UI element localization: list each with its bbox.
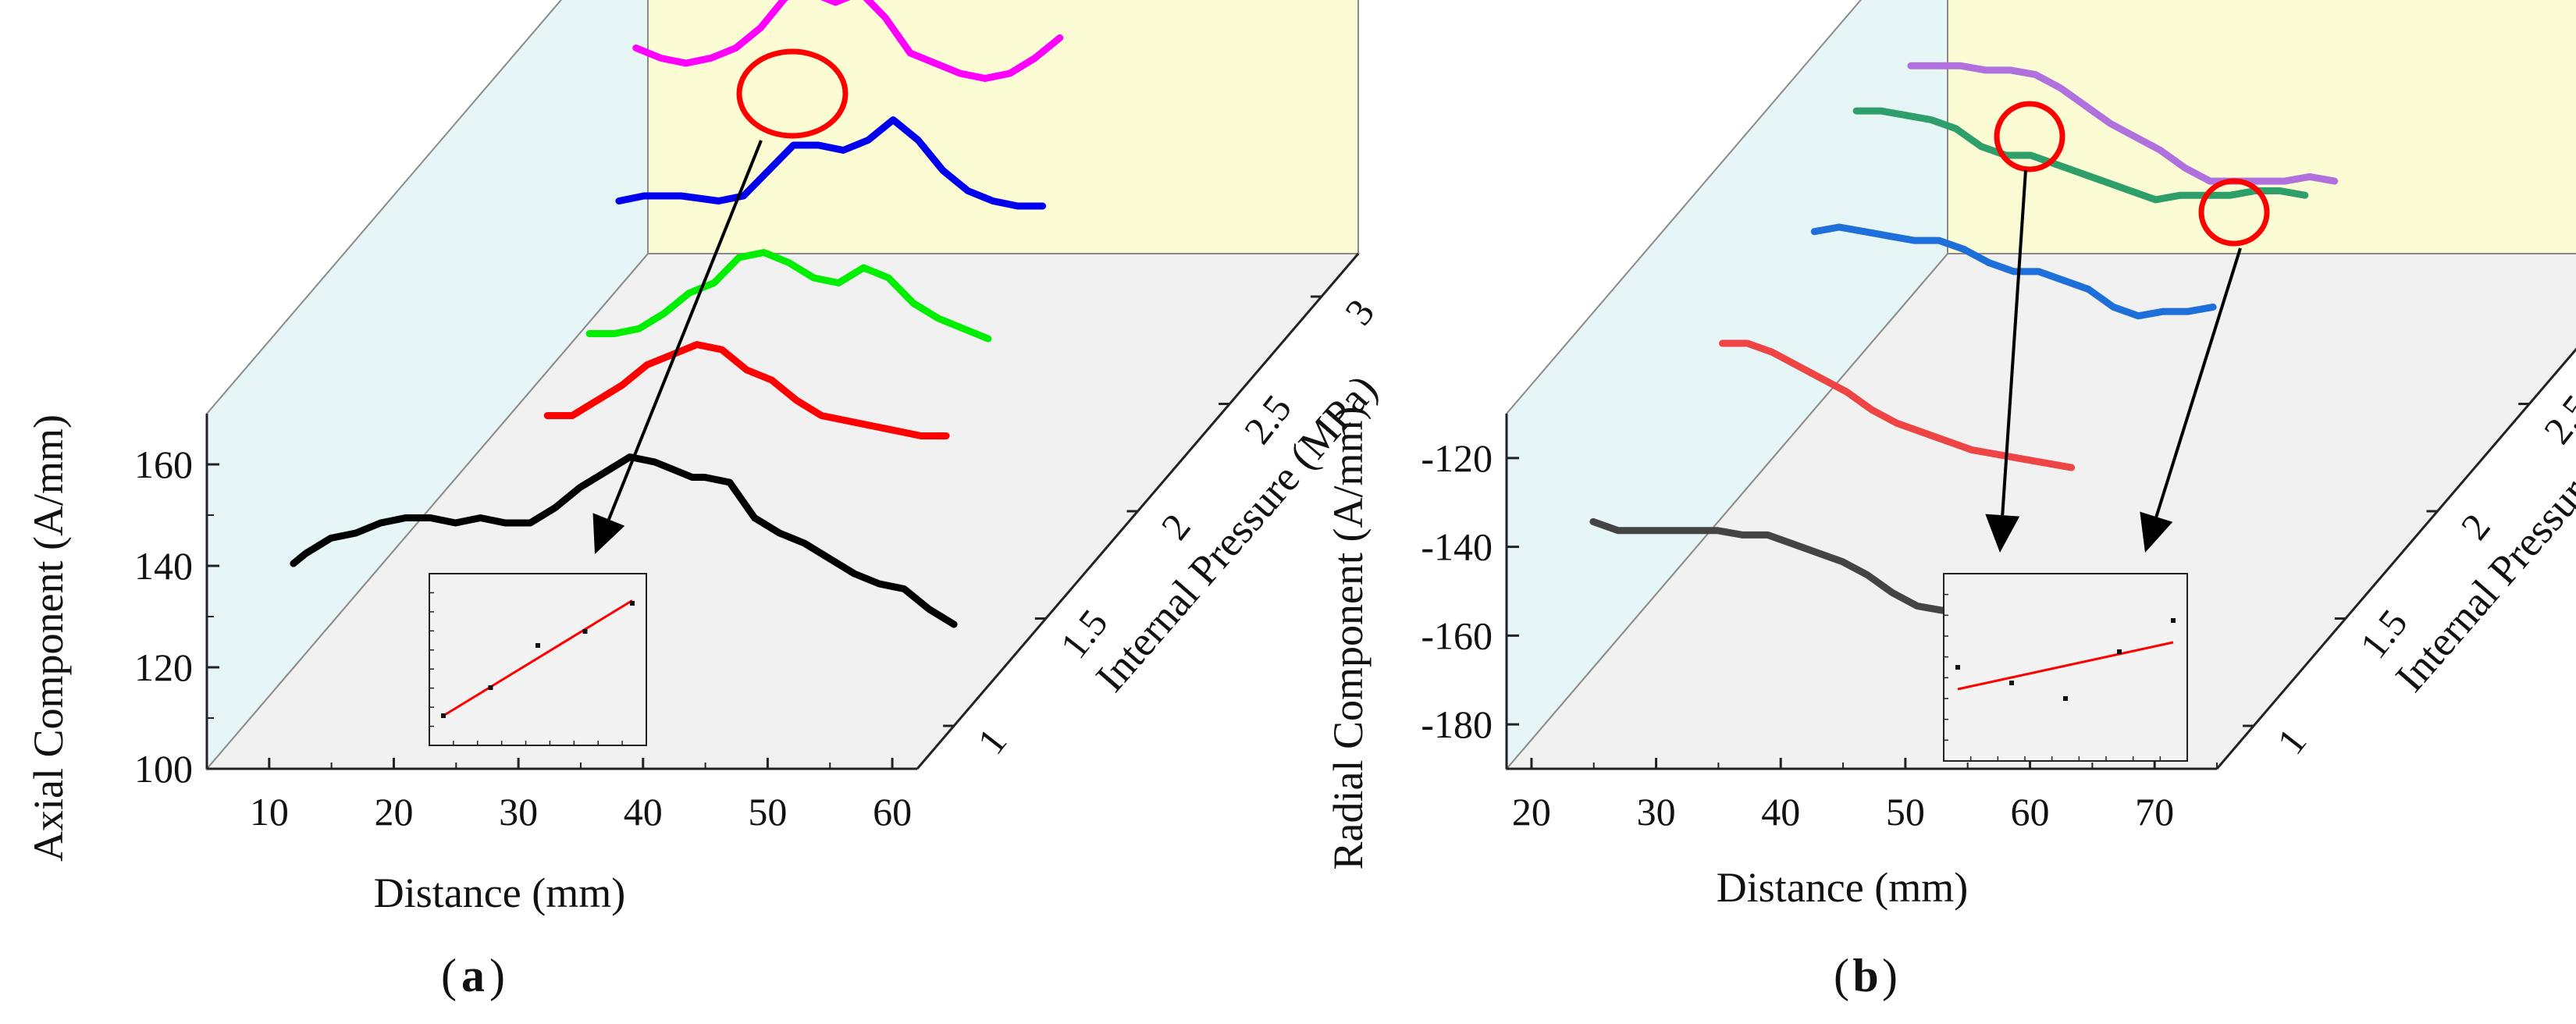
x-tick-label: 50 (748, 790, 787, 834)
inset-point (2009, 681, 2014, 685)
series-line-p2 (1810, 223, 2217, 320)
back-wall-pane (1947, 0, 2576, 254)
caption-b: ( b ) (1834, 950, 1898, 1001)
chart-b-radial: -120-140-160-18020304050607011.522.53Rad… (1325, 0, 2576, 911)
x-axis-title: Distance (mm) (1717, 864, 1968, 911)
x-tick-label: 20 (1512, 790, 1551, 834)
series-line-p1 (290, 453, 958, 628)
z-tick-label: 2 (2452, 505, 2499, 547)
y-tick-label: 140 (134, 544, 193, 588)
x-tick-label: 20 (374, 790, 413, 834)
inset-point (2117, 649, 2122, 654)
highlight-circle (736, 48, 849, 139)
x-tick-label: 30 (499, 790, 538, 834)
x-tick-label: 50 (1886, 790, 1925, 834)
caption-a: ( a ) (441, 950, 505, 1001)
highlight-circle (2198, 178, 2270, 247)
inset-trend-line (1957, 641, 2174, 691)
inset-point (488, 685, 493, 690)
back-wall-pane (647, 0, 1359, 254)
y-tick-label: 100 (134, 747, 193, 791)
x-tick-label: 60 (873, 790, 912, 834)
x-tick-label: 60 (2011, 790, 2050, 834)
annotation-arrow-head (1985, 514, 2020, 553)
inset-frame (1943, 573, 2188, 762)
inset-plot (429, 573, 647, 746)
y-tick-label: -120 (1421, 436, 1493, 480)
annotation-arrow-head (592, 513, 625, 554)
series-line-p2_5 (615, 116, 1047, 210)
series-line-p2 (585, 249, 992, 343)
series-line-p3 (1907, 62, 2339, 185)
y-tick-label: 120 (134, 645, 193, 689)
inset-point (2063, 696, 2068, 701)
z-tick-label: 1 (969, 720, 1016, 762)
z-tick-label: 2 (1152, 505, 1199, 547)
series-line-p1_5 (1719, 340, 2076, 471)
inset-point (1955, 665, 1960, 670)
annotation-arrow-shaft (2001, 169, 2027, 516)
z-tick-label: 3 (1336, 290, 1383, 332)
svg-text:): ) (489, 950, 505, 1001)
y-axis-title: Axial Component (A/mm) (25, 414, 72, 862)
x-tick-label: 40 (1761, 790, 1800, 834)
inset-trend-line (443, 599, 633, 717)
y-tick-label: 160 (134, 443, 193, 486)
inset-point (441, 713, 446, 718)
inset-point (582, 629, 588, 634)
highlight-circle (1994, 101, 2065, 172)
annotation-arrow-shaft (2154, 247, 2242, 517)
svg-text:(: ( (1834, 950, 1849, 1001)
y-tick-label: -140 (1421, 525, 1493, 569)
caption-a-label: a (461, 950, 485, 1001)
y-tick-label: -160 (1421, 613, 1493, 657)
series-line-p3 (632, 0, 1064, 82)
inset-point (630, 601, 635, 606)
series-line-p1_5 (543, 341, 950, 439)
x-tick-label: 30 (1637, 790, 1676, 834)
annotation-arrow-head (2140, 511, 2173, 553)
z-tick-label: 1 (2268, 720, 2315, 762)
x-axis-title: Distance (mm) (374, 869, 625, 916)
z-tick-label: 2.5 (2535, 386, 2576, 452)
inset-plot (1943, 573, 2188, 762)
y-axis-title: Radial Component (A/mm) (1325, 407, 1372, 870)
inset-point (535, 643, 540, 648)
svg-text:): ) (1882, 950, 1898, 1001)
caption-b-label: b (1852, 950, 1878, 1001)
x-tick-label: 40 (624, 790, 663, 834)
inset-point (2171, 618, 2176, 623)
x-tick-label: 10 (250, 790, 289, 834)
series-line-p2_5 (1852, 107, 2309, 204)
annotation-arrow-shaft (607, 140, 763, 521)
x-tick-label: 70 (2135, 790, 2174, 834)
y-tick-label: -180 (1421, 702, 1493, 746)
svg-text:(: ( (441, 950, 457, 1001)
inset-frame (429, 573, 647, 746)
